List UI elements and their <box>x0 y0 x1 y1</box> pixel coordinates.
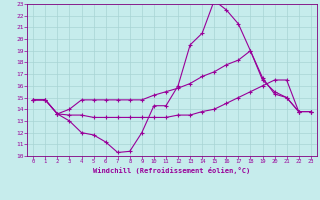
X-axis label: Windchill (Refroidissement éolien,°C): Windchill (Refroidissement éolien,°C) <box>93 167 251 174</box>
